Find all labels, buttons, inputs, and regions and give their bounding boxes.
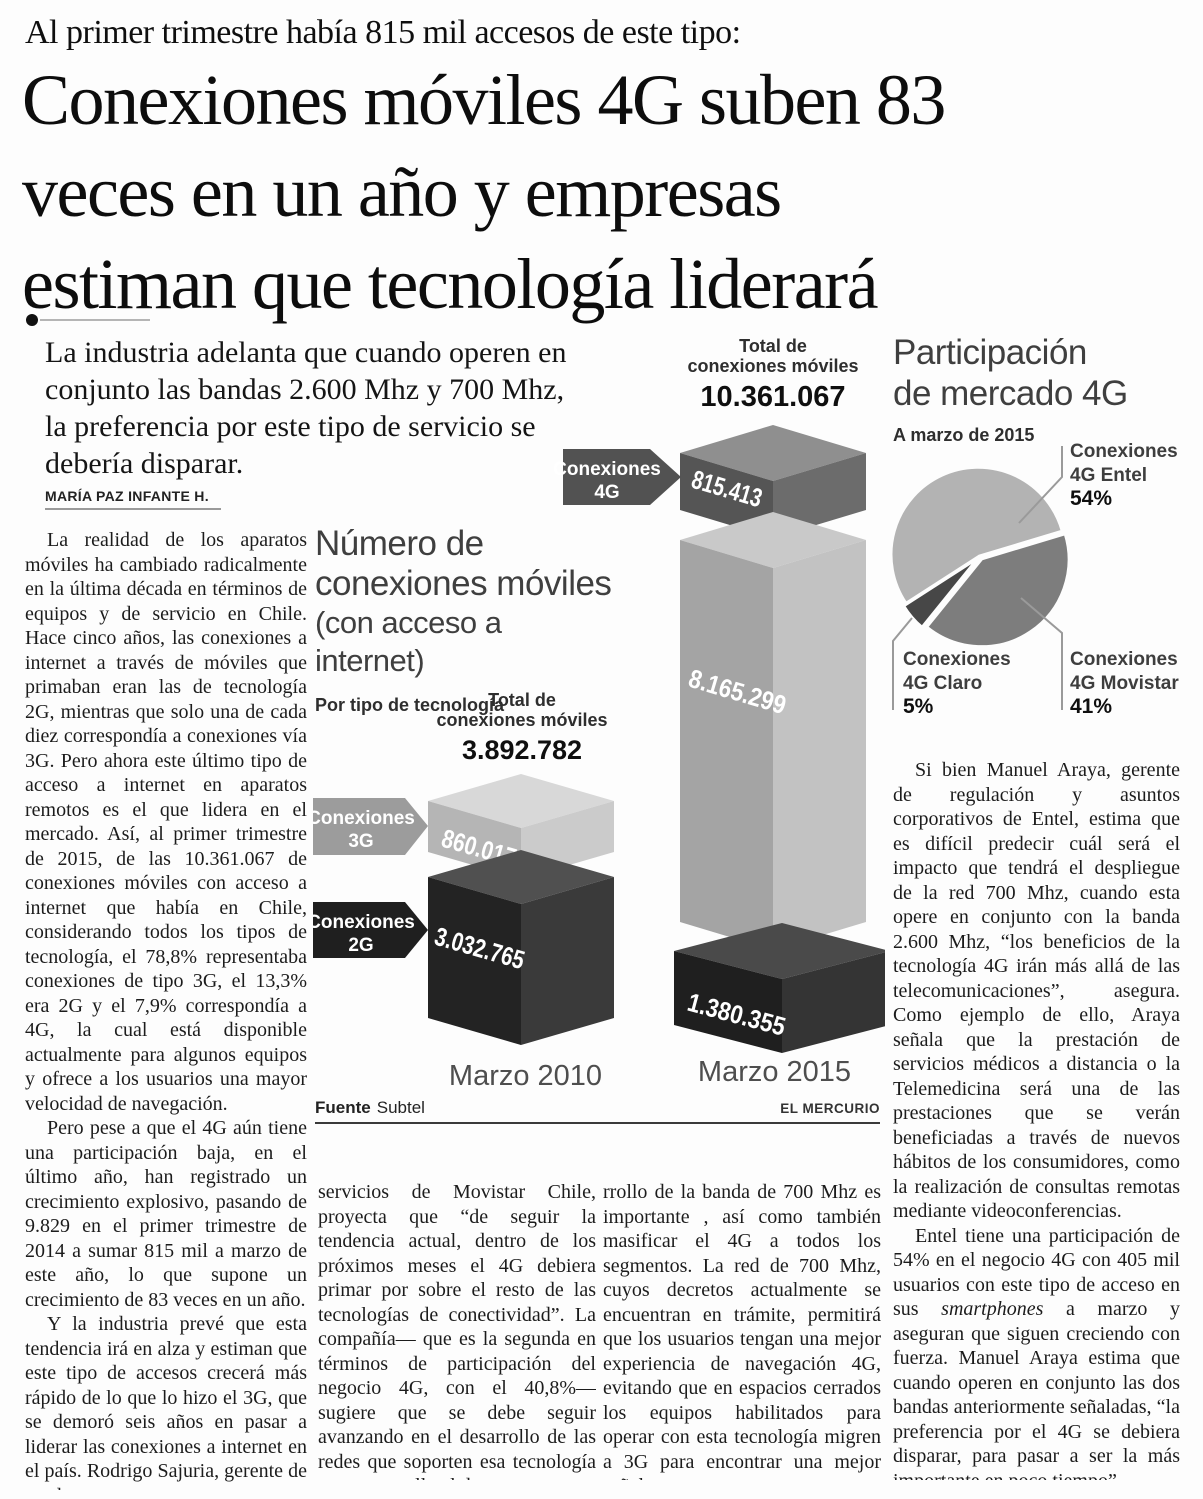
pie-value-entel: 54% xyxy=(1070,487,1113,510)
section-divider xyxy=(26,313,166,327)
total-label-2010: Total de conexiones móviles 3.892.782 xyxy=(433,690,611,766)
bar-chart-title-line2: conexiones móviles xyxy=(315,564,612,603)
svg-text:2G: 2G xyxy=(348,935,373,956)
pie-label-claro: Conexiones 4G Claro 5% xyxy=(903,648,1033,719)
x-axis-label-2015: Marzo 2015 xyxy=(697,1056,852,1088)
bullet-icon xyxy=(26,314,38,326)
pie-value-movistar: 41% xyxy=(1070,695,1113,718)
headline-line-1: Conexiones móviles 4G suben 83 xyxy=(22,60,946,140)
total-value-2010: 3.892.782 xyxy=(461,735,583,765)
arrow-label-4g: Conexiones 4G xyxy=(553,449,681,505)
kicker: Al primer trimestre había 815 mil acceso… xyxy=(25,14,741,51)
article-column-4: Si bien Manuel Araya, gerente de regulac… xyxy=(893,758,1180,1480)
bar-chart-subtitle: Por tipo de tecnología xyxy=(315,695,505,715)
bar-2015-4g-segment: 815.413 xyxy=(680,425,866,538)
callout-line-entel xyxy=(1018,446,1063,524)
pie-chart-canvas xyxy=(890,446,1071,710)
headline-line-3: estiman que tecnología liderará xyxy=(22,244,879,324)
bar-chart-title-line3: (con acceso a internet) xyxy=(315,605,502,678)
lead-paragraph: La industria adelanta que cuando operen … xyxy=(45,336,567,480)
svg-text:Conexiones: Conexiones xyxy=(313,808,415,829)
article-paragraph: rrollo de la banda de 700 Mhz es importa… xyxy=(603,1181,881,1480)
arrow-right-icon xyxy=(313,902,428,958)
bar-2010-2g-segment: 3.032.765 xyxy=(428,850,614,1045)
headline: Conexiones móviles 4G suben 83 veces en … xyxy=(22,54,1187,330)
arrow-label-2g: Conexiones 2G xyxy=(313,902,428,958)
pie-value-claro: 5% xyxy=(903,695,934,718)
callout-line-claro xyxy=(892,617,913,710)
article-column-3: rrollo de la banda de 700 Mhz es importa… xyxy=(603,1180,881,1480)
article-paragraph: servicios de Movistar Chile, proyecta qu… xyxy=(318,1181,596,1480)
credit: EL MERCURIO xyxy=(780,1101,880,1116)
arrow-label-3g: Conexiones 3G xyxy=(313,798,428,855)
source-note: Fuente Subtel xyxy=(315,1098,425,1118)
svg-text:3G: 3G xyxy=(348,831,373,852)
x-axis-label-2010: Marzo 2010 xyxy=(448,1060,603,1092)
divider-line xyxy=(40,319,150,321)
chart-bottom-rule xyxy=(315,1122,880,1124)
bar-chart-canvas: 815.413 8.165.299 1.380.355 860.017 xyxy=(313,425,885,1053)
total-value-2015: 10.361.067 xyxy=(700,381,846,413)
arrow-right-icon xyxy=(563,449,681,505)
article-column-2: servicios de Movistar Chile, proyecta qu… xyxy=(318,1180,596,1480)
callout-line-movistar xyxy=(1020,597,1063,710)
pie-slice-claro xyxy=(902,557,979,629)
total-label-2015: Total de conexiones móviles 10.361.067 xyxy=(682,336,864,414)
article-paragraph: Si bien Manuel Araya, gerente de regulac… xyxy=(893,759,1180,1222)
svg-text:4G: 4G xyxy=(594,482,619,503)
pie-chart-title: Participación de mercado 4G A marzo de 2… xyxy=(893,332,1193,446)
bar-2015-3g-segment: 8.165.299 xyxy=(680,512,866,950)
pie-label-entel: Conexiones 4G Entel 54% xyxy=(1070,440,1200,511)
svg-text:Conexiones: Conexiones xyxy=(313,912,415,933)
byline: MARÍA PAZ INFANTE H. xyxy=(45,488,221,510)
bar-chart-title: Número de conexiones móviles (con acceso… xyxy=(315,524,615,716)
article-paragraph: Y la industria prevé que esta tendencia … xyxy=(25,1313,307,1490)
headline-line-2: veces en un año y empresas xyxy=(22,152,782,232)
article-paragraph: La realidad de los aparatos móviles ha c… xyxy=(25,529,307,1115)
bar-2015-2g-segment: 1.380.355 xyxy=(674,923,885,1053)
article-paragraph: Entel tiene una participación de 54% en … xyxy=(893,1224,1180,1481)
source-value: Subtel xyxy=(376,1098,425,1117)
pie-label-movistar: Conexiones 4G Movistar 41% xyxy=(1070,648,1203,719)
source-label: Fuente xyxy=(315,1098,371,1117)
article-column-1: La realidad de los aparatos móviles ha c… xyxy=(25,528,307,1490)
pie-slice-movistar xyxy=(925,532,1071,648)
arrow-right-icon xyxy=(313,798,428,855)
bar-chart-title-line1: Número de xyxy=(315,524,484,563)
pie-chart-subtitle: A marzo de 2015 xyxy=(893,425,1035,445)
article-paragraph: Pero pese a que el 4G aún tiene una part… xyxy=(25,1117,307,1311)
italic-term: smartphones xyxy=(941,1298,1044,1320)
svg-text:Conexiones: Conexiones xyxy=(553,459,661,480)
